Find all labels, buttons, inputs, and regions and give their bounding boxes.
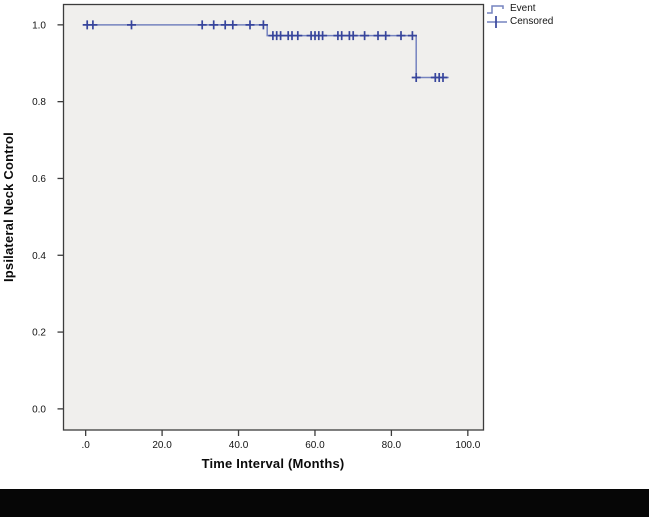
- x-axis-title: Time Interval (Months): [201, 456, 345, 471]
- km-chart-canvas: 0.0 0.2 0.4 0.6 0.8 1.0 .0 20.0 40.0 60.0 80.0 100.…: [32, 3, 485, 451]
- y-tick-label: 1.0: [32, 20, 46, 31]
- legend-item-censored: Censored: [486, 15, 553, 28]
- y-tick-label: 0.2: [32, 328, 46, 339]
- bottom-black-bar: [0, 489, 649, 517]
- legend-label-event: Event: [510, 2, 536, 14]
- legend-item-event: Event: [486, 2, 553, 15]
- x-tick-label: .0: [81, 440, 90, 451]
- plus-icon: [487, 16, 507, 28]
- y-axis-title: Ipsilateral Neck Control: [1, 132, 16, 283]
- y-tick-label: 0.6: [32, 174, 46, 185]
- x-tick-label: 60.0: [305, 440, 325, 451]
- y-tick-label: 0.0: [32, 404, 46, 415]
- legend-label-censored: Censored: [510, 15, 554, 27]
- x-tick-label: 100.0: [455, 440, 480, 451]
- plot-area: [62, 3, 485, 431]
- x-tick-label: 20.0: [152, 440, 172, 451]
- x-tick-label: 80.0: [382, 440, 402, 451]
- censored-marks: [82, 20, 448, 82]
- x-tick-label: 40.0: [229, 440, 249, 451]
- y-tick-label: 0.4: [32, 251, 46, 262]
- step-line-icon: [487, 5, 504, 14]
- y-tick-label: 0.8: [32, 97, 46, 108]
- legend: Event Censored: [486, 2, 553, 28]
